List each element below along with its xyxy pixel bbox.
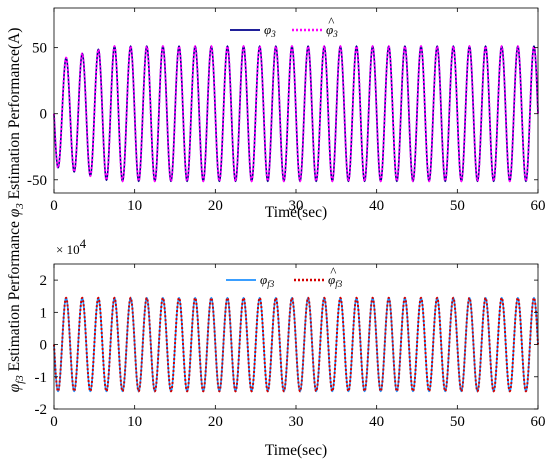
y-tick-label: -1 xyxy=(35,370,48,386)
legend-label: φ3 xyxy=(264,22,276,39)
legend-hat: ^ xyxy=(328,14,335,29)
x-tick-label: 20 xyxy=(208,414,223,430)
x-tick-label: 60 xyxy=(531,198,546,214)
y-tick-label: 50 xyxy=(32,41,47,57)
x-tick-label: 20 xyxy=(208,198,223,214)
x-tick-label: 30 xyxy=(289,198,304,214)
legend-label: φf3 xyxy=(328,272,343,289)
legend-hat: ^ xyxy=(330,264,337,279)
x-tick-label: 40 xyxy=(369,414,384,430)
y-tick-label: 0 xyxy=(40,338,48,354)
series-lines-bottom xyxy=(53,296,539,393)
y-tick-label: 0 xyxy=(40,107,48,123)
y-tick-label: -50 xyxy=(27,173,47,189)
legend-top: φ3 φ3^ xyxy=(230,14,338,39)
x-tick-label: 0 xyxy=(50,414,58,430)
series-lines-top xyxy=(53,44,539,183)
y-tick-label: 1 xyxy=(40,305,48,321)
y-multiplier: × 104 xyxy=(56,236,87,257)
x-tick-label: 50 xyxy=(450,198,465,214)
x-axis-label-bottom: Time(sec) xyxy=(265,442,327,459)
series-line-estimate xyxy=(53,44,539,183)
legend-bottom: φf3 φf3^ xyxy=(226,264,343,289)
x-tick-label: 10 xyxy=(127,198,142,214)
axes-box-bottom xyxy=(53,263,539,410)
x-tick-label: 0 xyxy=(50,198,58,214)
x-axis-label-top: Time(sec) xyxy=(265,204,327,221)
svg-text:φf3 Estimation Performance φ3: φf3 Estimation Performance φ3 Estimation… xyxy=(6,28,26,393)
y-tick-label: 2 xyxy=(40,273,48,289)
x-tick-label: 40 xyxy=(369,198,384,214)
legend-label: φ3 xyxy=(326,22,338,39)
x-tick-label: 30 xyxy=(289,414,304,430)
series-line-estimate xyxy=(53,296,539,393)
x-tick-label: 10 xyxy=(127,414,142,430)
legend-label: φf3 xyxy=(260,272,275,289)
y-tick-label: -2 xyxy=(35,402,48,418)
axes-box-top xyxy=(53,7,539,194)
x-tick-label: 50 xyxy=(450,414,465,430)
y-axis-label: φf3 Estimation Performance φ3 Estimation… xyxy=(6,28,26,393)
x-tick-label: 60 xyxy=(531,414,546,430)
